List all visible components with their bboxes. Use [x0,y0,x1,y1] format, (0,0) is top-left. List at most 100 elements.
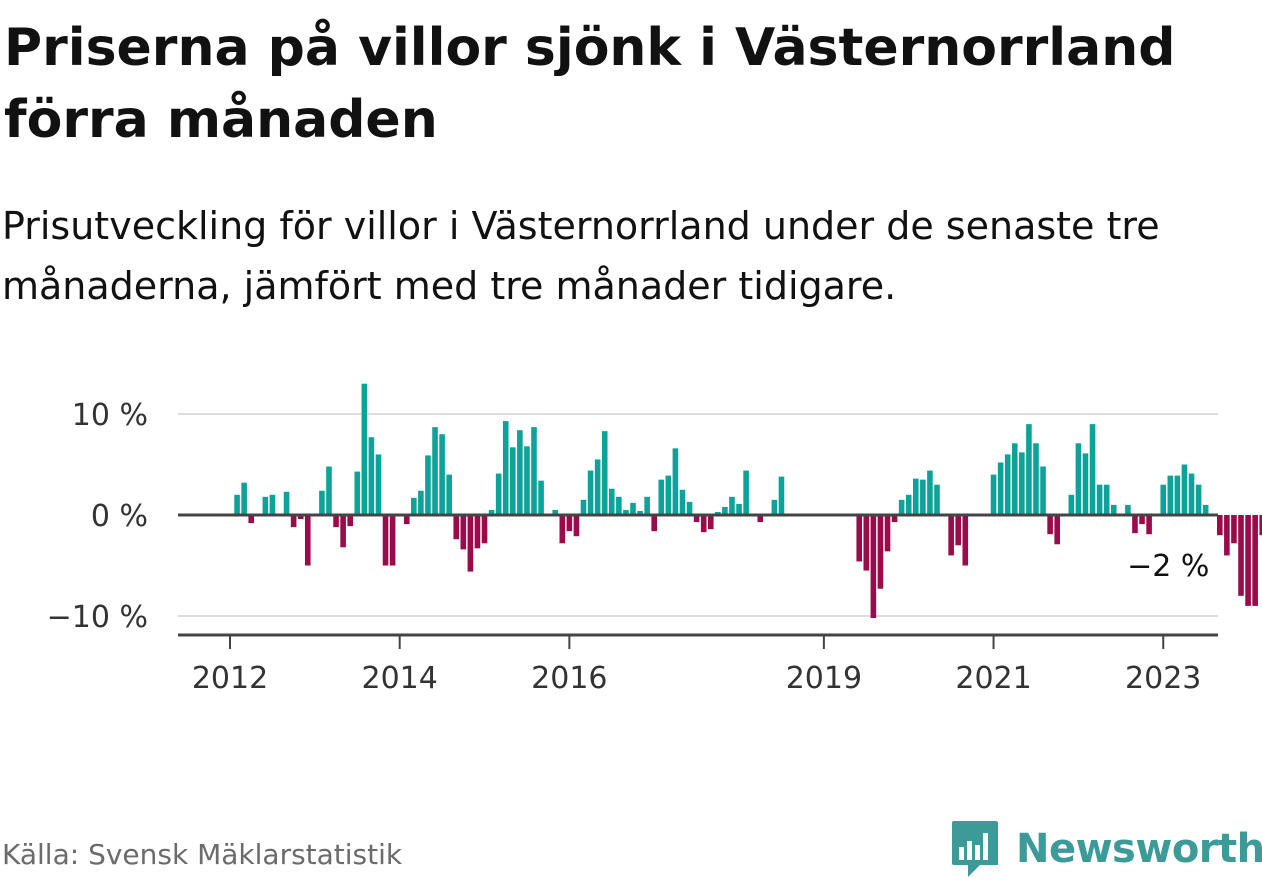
bar [1252,515,1258,606]
bar [672,448,679,515]
bar [778,476,785,515]
bar [269,494,276,515]
bar [856,515,863,562]
bar [1231,515,1237,544]
bar [333,515,339,528]
bar [1075,443,1082,515]
bar [375,454,382,515]
bar [1047,515,1053,535]
bar [439,434,445,515]
bar [354,471,361,515]
gridlines [178,413,1218,617]
bar [608,488,615,515]
x-tick-label: 2019 [786,661,862,696]
bar [1026,424,1032,515]
x-tick-label: 2014 [362,661,438,696]
bar [446,474,452,515]
bar [623,509,629,515]
bar [1238,515,1244,596]
bar [1217,515,1223,536]
bar [566,515,573,532]
bar [1011,443,1018,515]
bar [304,515,311,566]
bar [559,515,566,544]
bar [1019,452,1025,515]
bar [1259,515,1262,536]
bar [877,515,884,589]
bar [743,470,749,515]
bar [290,515,297,528]
bar [587,470,594,515]
bar [389,515,396,566]
bar [715,511,721,515]
bar [488,509,495,515]
x-tick-label: 2023 [1125,661,1201,696]
newsworthy-logo[interactable]: Newsworthy [950,818,1262,880]
y-axis-tick-labels: −10 % 0 % 10 % [47,398,148,635]
bar [262,496,269,515]
bar [948,515,954,556]
bar [502,421,509,515]
bar [552,509,559,515]
bar [326,466,332,515]
bar [1181,464,1188,515]
bar [1174,475,1181,515]
bar [912,478,919,515]
bar [1195,484,1202,515]
bar [573,515,580,537]
bar [467,515,474,572]
bar [1110,504,1117,515]
brand-name: Newsworthy [1016,826,1262,872]
bar [651,515,657,532]
bar [891,515,898,523]
y-tick-label: 0 % [91,499,148,534]
bar [905,494,912,515]
bar [319,490,325,515]
bar [580,499,587,515]
bar [1096,484,1103,515]
x-tick-label: 2021 [955,661,1031,696]
bar [495,473,502,515]
bar [403,515,410,525]
bar [1125,504,1131,515]
bar [538,480,544,515]
bar [898,499,905,515]
bar [962,515,969,566]
bar [411,497,417,515]
bar [729,496,735,515]
x-axis-ticks: 2012 2014 2016 2019 2021 2023 [192,635,1201,696]
bar [361,383,368,515]
bar [297,515,304,520]
bar [1054,515,1060,545]
bar [920,479,926,515]
bar [1167,475,1174,515]
x-tick-label: 2016 [531,661,607,696]
bar [460,515,467,550]
bar [1188,473,1195,515]
bar [340,515,346,548]
bar [241,482,247,515]
bar [997,462,1004,515]
bar [524,446,530,515]
latest-value-annotation: −2 % [1127,549,1209,584]
bar [234,494,240,515]
bar [474,515,481,549]
bar [1089,424,1096,515]
bar [453,515,460,540]
bar [722,506,728,515]
bar [481,515,488,544]
bar [1082,453,1089,515]
bar [927,470,933,515]
bar [1224,515,1230,556]
bar [658,479,665,515]
bar [418,490,424,515]
bar [594,459,601,515]
bar [382,515,389,566]
bar [1202,504,1209,515]
bar [644,496,650,515]
bar [248,515,255,524]
bar [1146,515,1152,535]
bars [234,383,1262,619]
bar [771,499,778,515]
bar [990,474,997,515]
